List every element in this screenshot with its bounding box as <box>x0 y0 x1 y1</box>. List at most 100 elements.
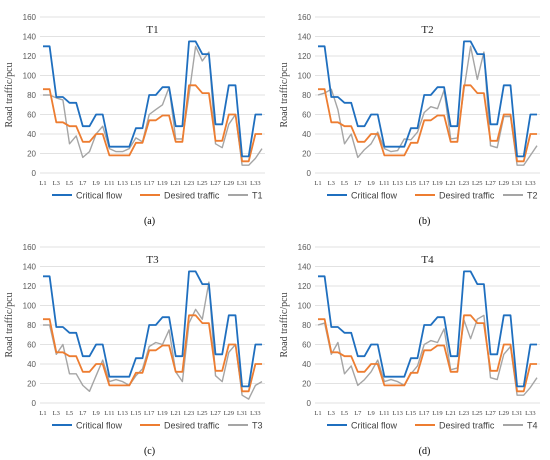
x-tick-label: L23 <box>459 180 469 187</box>
series-line-1 <box>43 270 262 388</box>
chart-panel-1: 0 20 40 60 80 100 120 140 160 Road traffic/pcu T1 L… <box>4 13 265 227</box>
y-tick-label: 80 <box>27 91 36 100</box>
x-tick-label: L27 <box>210 180 221 187</box>
y-tick-label: 100 <box>23 72 37 81</box>
x-tick-label: L31 <box>237 410 247 417</box>
x-tick-label: L19 <box>157 180 167 187</box>
x-tick-label: L17 <box>144 410 155 417</box>
x-tick-label: L21 <box>170 180 180 187</box>
x-tick-label: L33 <box>250 410 260 417</box>
y-tick-label: 0 <box>32 399 37 408</box>
series-line-1 <box>318 40 537 158</box>
chart-panel-2: 0 20 40 60 80 100 120 140 160 Road traffic/pcu T2 L… <box>279 13 540 227</box>
x-tick-label: L1 <box>39 410 46 417</box>
x-tick-label: L7 <box>79 180 87 187</box>
x-tick-label: L25 <box>472 180 482 187</box>
x-tick-label: L1 <box>314 410 321 417</box>
y-tick-label: 60 <box>27 341 36 350</box>
x-tick-label: L9 <box>367 180 374 187</box>
legend-label: Desired traffic <box>164 191 220 201</box>
x-tick-label: L15 <box>131 180 141 187</box>
y-tick-label: 80 <box>302 91 311 100</box>
y-tick-label: 20 <box>27 380 36 389</box>
y-tick-label: 140 <box>298 33 312 42</box>
series-line-3 <box>43 45 263 166</box>
x-tick-label: L25 <box>197 410 207 417</box>
x-tick-label: L11 <box>379 410 389 417</box>
x-tick-label: L31 <box>237 180 247 187</box>
x-tick-label: L27 <box>485 180 496 187</box>
x-tick-label: L13 <box>392 410 402 417</box>
x-tick-label: L29 <box>499 180 509 187</box>
y-tick-label: 100 <box>298 72 312 81</box>
y-tick-label: 80 <box>27 321 36 330</box>
panel-label: (b) <box>419 216 431 227</box>
x-tick-label: L19 <box>157 410 167 417</box>
series-line-2 <box>43 314 262 393</box>
y-tick-label: 40 <box>302 130 311 139</box>
x-tick-label: L11 <box>104 180 114 187</box>
x-tick-label: L1 <box>314 180 321 187</box>
y-axis-label: Road traffic/pcu <box>279 62 290 127</box>
y-tick-label: 100 <box>298 302 312 311</box>
y-axis-label: Road traffic/pcu <box>279 292 290 357</box>
x-tick-label: L15 <box>406 180 416 187</box>
x-tick-label: L13 <box>117 180 127 187</box>
legend-label: Critical flow <box>76 191 123 201</box>
legend-label: T3 <box>252 421 263 431</box>
legend-label: Critical flow <box>351 191 398 201</box>
y-axis-label: Road traffic/pcu <box>4 292 15 357</box>
legend-label: Critical flow <box>76 421 123 431</box>
y-tick-label: 60 <box>302 341 311 350</box>
x-tick-label: L9 <box>92 180 99 187</box>
panel-label: (a) <box>144 216 155 227</box>
y-tick-label: 20 <box>27 150 36 159</box>
x-tick-label: L27 <box>210 410 221 417</box>
chart-title: T3 <box>146 254 159 266</box>
x-tick-label: L31 <box>512 180 522 187</box>
y-tick-label: 60 <box>27 111 36 120</box>
y-tick-label: 120 <box>23 282 37 291</box>
x-tick-label: L9 <box>367 410 374 417</box>
x-tick-label: L25 <box>197 180 207 187</box>
x-tick-label: L33 <box>525 180 535 187</box>
chart-title: T1 <box>146 24 158 36</box>
legend-label: Desired traffic <box>164 421 220 431</box>
series-line-2 <box>318 84 537 163</box>
y-tick-label: 20 <box>302 150 311 159</box>
series-line-2 <box>43 84 262 163</box>
x-tick-label: L23 <box>459 410 469 417</box>
y-tick-label: 120 <box>298 52 312 61</box>
panel-label: (d) <box>419 446 431 457</box>
y-tick-label: 20 <box>302 380 311 389</box>
y-tick-label: 140 <box>23 33 37 42</box>
x-tick-label: L23 <box>184 410 194 417</box>
y-tick-label: 40 <box>302 360 311 369</box>
y-tick-label: 160 <box>23 243 37 252</box>
x-tick-label: L33 <box>250 180 260 187</box>
y-tick-label: 160 <box>23 13 37 22</box>
chart-title: T4 <box>421 254 434 266</box>
x-tick-label: L11 <box>379 180 389 187</box>
x-tick-label: L1 <box>39 180 46 187</box>
y-tick-label: 40 <box>27 360 36 369</box>
x-tick-label: L29 <box>499 410 509 417</box>
chart-panel-3: 0 20 40 60 80 100 120 140 160 Road traffic/pcu T3 L… <box>4 243 265 457</box>
x-tick-label: L21 <box>445 180 455 187</box>
series-line-1 <box>43 40 262 158</box>
x-tick-label: L13 <box>117 410 127 417</box>
x-tick-label: L17 <box>144 180 155 187</box>
y-tick-label: 0 <box>307 399 312 408</box>
y-tick-label: 0 <box>32 169 37 178</box>
x-tick-label: L17 <box>419 410 430 417</box>
y-tick-label: 120 <box>23 52 37 61</box>
legend-label: Desired traffic <box>439 191 495 201</box>
x-tick-label: L3 <box>328 410 335 417</box>
y-tick-label: 80 <box>302 321 311 330</box>
y-axis-label: Road traffic/pcu <box>4 62 15 127</box>
x-tick-label: L11 <box>104 410 114 417</box>
legend-label: T2 <box>527 191 538 201</box>
x-tick-label: L15 <box>131 410 141 417</box>
series-line-2 <box>318 314 537 393</box>
